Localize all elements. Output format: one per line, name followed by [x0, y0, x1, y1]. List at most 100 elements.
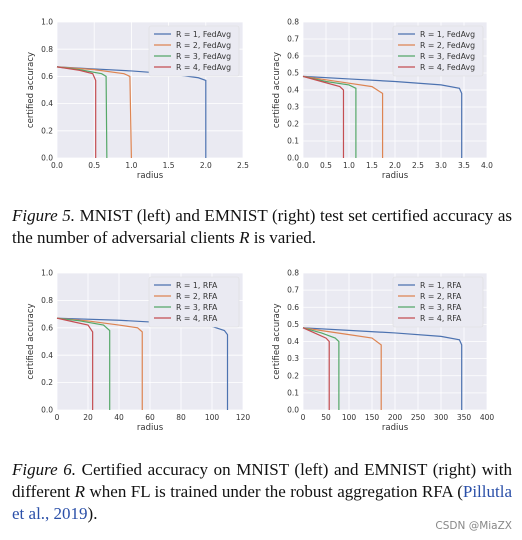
x-tick-label: 80 — [176, 413, 186, 422]
series-line — [56, 317, 111, 410]
y-tick-label: 0.2 — [41, 378, 53, 387]
legend-label: R = 3, FedAvg — [176, 52, 231, 61]
caption-label: Figure 6. — [12, 460, 76, 479]
y-tick-label: 0.1 — [287, 388, 299, 397]
caption: Figure 6. Certified accuracy on MNIST (l… — [12, 459, 512, 525]
y-tick-label: 0.4 — [41, 99, 53, 108]
legend-label: R = 3, FedAvg — [420, 52, 475, 61]
y-tick-label: 0.8 — [287, 18, 299, 27]
legend-box — [392, 25, 484, 77]
x-tick-label: 200 — [388, 413, 403, 422]
y-tick-label: 0.4 — [41, 351, 53, 360]
caption-text: when FL is trained under the robust aggr… — [89, 482, 463, 501]
series-line — [302, 75, 463, 158]
y-tick-label: 0.5 — [287, 320, 299, 329]
legend-label: R = 4, RFA — [420, 314, 462, 323]
series-line — [302, 327, 382, 410]
x-tick-label: 4.0 — [481, 161, 493, 170]
y-tick-label: 1.0 — [41, 269, 53, 278]
y-tick-label: 0.4 — [287, 86, 299, 95]
y-tick-label: 0.2 — [41, 126, 53, 135]
x-tick-label: 20 — [83, 413, 93, 422]
y-tick-label: 0.8 — [287, 269, 299, 278]
legend-label: R = 1, FedAvg — [176, 30, 231, 39]
y-tick-label: 1.0 — [41, 18, 53, 27]
x-tick-label: 2.5 — [412, 161, 424, 170]
series-line — [302, 327, 340, 410]
series-line — [56, 66, 97, 158]
x-tick-label: 3.5 — [458, 161, 470, 170]
x-tick-label: 100 — [205, 413, 220, 422]
x-axis-label: radius — [137, 423, 164, 433]
caption: Figure 5. MNIST (left) and EMNIST (right… — [12, 205, 512, 249]
y-tick-label: 0.6 — [41, 72, 53, 81]
series-line — [302, 327, 330, 410]
y-axis-label: certified accuracy — [26, 52, 36, 128]
y-axis-label: certified accuracy — [272, 303, 282, 379]
series-line — [56, 317, 94, 410]
x-tick-label: 250 — [411, 413, 426, 422]
x-tick-label: 0.0 — [51, 161, 63, 170]
y-tick-label: 0.0 — [41, 406, 53, 415]
legend-label: R = 1, FedAvg — [420, 30, 475, 39]
series-line — [56, 66, 132, 159]
x-tick-label: 150 — [365, 413, 380, 422]
legend-label: R = 3, RFA — [176, 303, 218, 312]
caption-text: Certified accuracy on MNIST (left) and E… — [12, 460, 512, 501]
x-tick-label: 60 — [145, 413, 155, 422]
x-tick-label: 3.0 — [435, 161, 447, 170]
legend-label: R = 4, FedAvg — [176, 63, 231, 72]
y-tick-label: 0.6 — [41, 323, 53, 332]
x-tick-label: 40 — [114, 413, 124, 422]
x-tick-label: 350 — [457, 413, 472, 422]
y-tick-label: 0.2 — [287, 120, 299, 129]
x-tick-label: 2.5 — [237, 161, 249, 170]
legend-label: R = 2, RFA — [420, 292, 462, 301]
y-tick-label: 0.3 — [287, 103, 299, 112]
y-tick-label: 0.7 — [287, 286, 299, 295]
series-line — [56, 317, 143, 410]
caption-var: R — [74, 482, 86, 501]
y-tick-label: 0.6 — [287, 52, 299, 61]
x-tick-label: 0 — [55, 413, 60, 422]
y-tick-label: 0.7 — [287, 35, 299, 44]
legend-label: R = 2, FedAvg — [420, 41, 475, 50]
x-tick-label: 0 — [301, 413, 306, 422]
watermark: CSDN @MiaZX — [435, 520, 512, 532]
y-tick-label: 0.0 — [287, 406, 299, 415]
legend-box — [392, 276, 484, 328]
y-tick-label: 0.5 — [287, 69, 299, 78]
x-tick-label: 300 — [434, 413, 449, 422]
x-tick-label: 50 — [321, 413, 331, 422]
legend-label: R = 1, RFA — [420, 281, 462, 290]
series-line — [302, 75, 357, 158]
y-tick-label: 0.8 — [41, 45, 53, 54]
legend-label: R = 3, RFA — [420, 303, 462, 312]
x-tick-label: 100 — [342, 413, 357, 422]
x-tick-label: 0.0 — [297, 161, 309, 170]
x-tick-label: 2.0 — [389, 161, 401, 170]
caption-text: is varied. — [253, 228, 317, 247]
legend-label: R = 1, RFA — [176, 281, 218, 290]
y-tick-label: 0.3 — [287, 354, 299, 363]
legend-box — [148, 25, 240, 77]
x-tick-label: 400 — [480, 413, 495, 422]
legend-label: R = 4, RFA — [176, 314, 218, 323]
x-tick-label: 0.5 — [320, 161, 332, 170]
y-tick-label: 0.0 — [41, 154, 53, 163]
series-line — [302, 75, 384, 158]
x-tick-label: 120 — [236, 413, 251, 422]
caption-var: R — [239, 228, 250, 247]
citation[interactable]: Pillutla et al., 2019 — [12, 482, 512, 523]
caption-text: ). — [87, 504, 98, 523]
x-tick-label: 0.5 — [88, 161, 100, 170]
y-axis-label: certified accuracy — [26, 303, 36, 379]
legend-label: R = 2, RFA — [176, 292, 218, 301]
x-tick-label: 1.0 — [125, 161, 137, 170]
x-tick-label: 1.0 — [343, 161, 355, 170]
series-line — [302, 75, 345, 158]
y-tick-label: 0.6 — [287, 303, 299, 312]
series-line — [302, 327, 463, 410]
